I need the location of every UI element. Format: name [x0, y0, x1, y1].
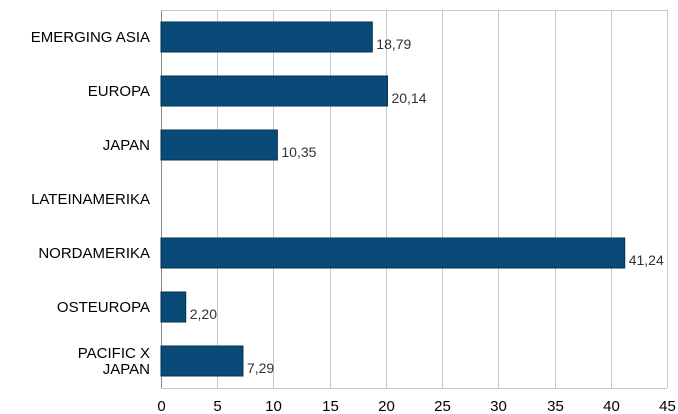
data-label: 10,35 — [281, 144, 316, 160]
x-tick-label: 40 — [603, 398, 620, 414]
x-tick-label: 0 — [157, 398, 165, 414]
category-label: LATEINAMERIKA — [31, 191, 150, 208]
data-label: 2,20 — [190, 306, 217, 322]
bars — [160, 21, 626, 377]
data-labels: 18,79 20,14 10,35 41,24 2,20 7,29 — [190, 36, 664, 376]
x-tick-label: 35 — [547, 398, 564, 414]
data-label: 18,79 — [376, 36, 411, 52]
data-label: 20,14 — [391, 90, 426, 106]
x-axis-tick-labels: 0 5 10 15 20 25 30 35 40 45 — [157, 398, 676, 414]
bar — [160, 291, 187, 323]
category-label: EMERGING ASIA — [31, 29, 150, 46]
bar — [160, 129, 278, 161]
x-tick-label: 5 — [213, 398, 221, 414]
gridlines — [161, 10, 668, 389]
x-tick-label: 30 — [490, 398, 507, 414]
x-tick-label: 45 — [659, 398, 676, 414]
category-label: NORDAMERIKA — [38, 245, 150, 262]
x-tick-label: 15 — [322, 398, 339, 414]
category-label: JAPAN — [103, 137, 150, 154]
data-label: 7,29 — [247, 360, 274, 376]
data-label: 41,24 — [629, 252, 664, 268]
bar — [160, 345, 244, 377]
bar — [160, 21, 373, 53]
x-tick-label: 20 — [378, 398, 395, 414]
category-label: OSTEUROPA — [57, 299, 150, 316]
category-label: EUROPA — [88, 83, 150, 100]
bar — [160, 237, 626, 269]
category-labels: EMERGING ASIA EUROPA JAPAN LATEINAMERIKA NOR… — [31, 29, 150, 378]
x-tick-label: 25 — [434, 398, 451, 414]
bar — [160, 75, 388, 107]
category-label: PACIFIC X — [78, 345, 150, 362]
category-label: JAPAN — [103, 361, 150, 378]
x-tick-label: 10 — [265, 398, 282, 414]
